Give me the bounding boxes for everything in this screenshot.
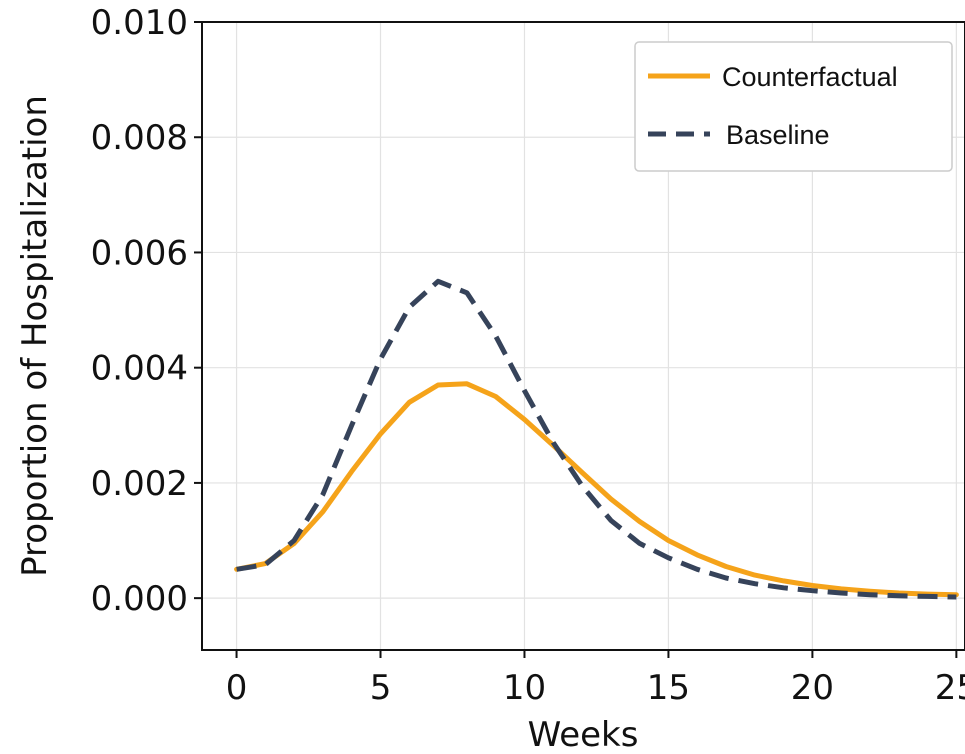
x-tick-label: 15 — [647, 668, 690, 708]
y-tick-label: 0.000 — [91, 579, 188, 619]
x-axis-label: Weeks — [528, 715, 639, 754]
legend: Counterfactual Baseline — [634, 41, 953, 172]
legend-label-counterfactual: Counterfactual — [722, 62, 898, 92]
y-tick-label: 0.008 — [91, 118, 188, 158]
plot-frame — [201, 21, 965, 651]
y-tick-label: 0.004 — [91, 349, 188, 389]
x-tick-label: 10 — [503, 668, 546, 708]
legend-label-baseline: Baseline — [726, 120, 830, 150]
y-axis-label: Proportion of Hospitalization — [15, 95, 55, 577]
x-tick-label: 20 — [791, 668, 834, 708]
tick-layer: 0 5 10 15 20 25 0.000 0.002 0.004 0.006 0.008 0.010 — [91, 3, 965, 708]
x-tick-label: 25 — [935, 668, 965, 708]
y-tick-label: 0.010 — [91, 3, 188, 43]
x-tick-label: 0 — [226, 668, 248, 708]
series-line-counterfactual — [234, 381, 959, 598]
series-layer — [234, 278, 959, 600]
series-line-baseline — [236, 278, 957, 600]
legend-box — [634, 41, 953, 172]
y-tick-label: 0.006 — [91, 233, 188, 273]
y-tick-label: 0.002 — [91, 464, 188, 504]
x-tick-label: 5 — [370, 668, 392, 708]
